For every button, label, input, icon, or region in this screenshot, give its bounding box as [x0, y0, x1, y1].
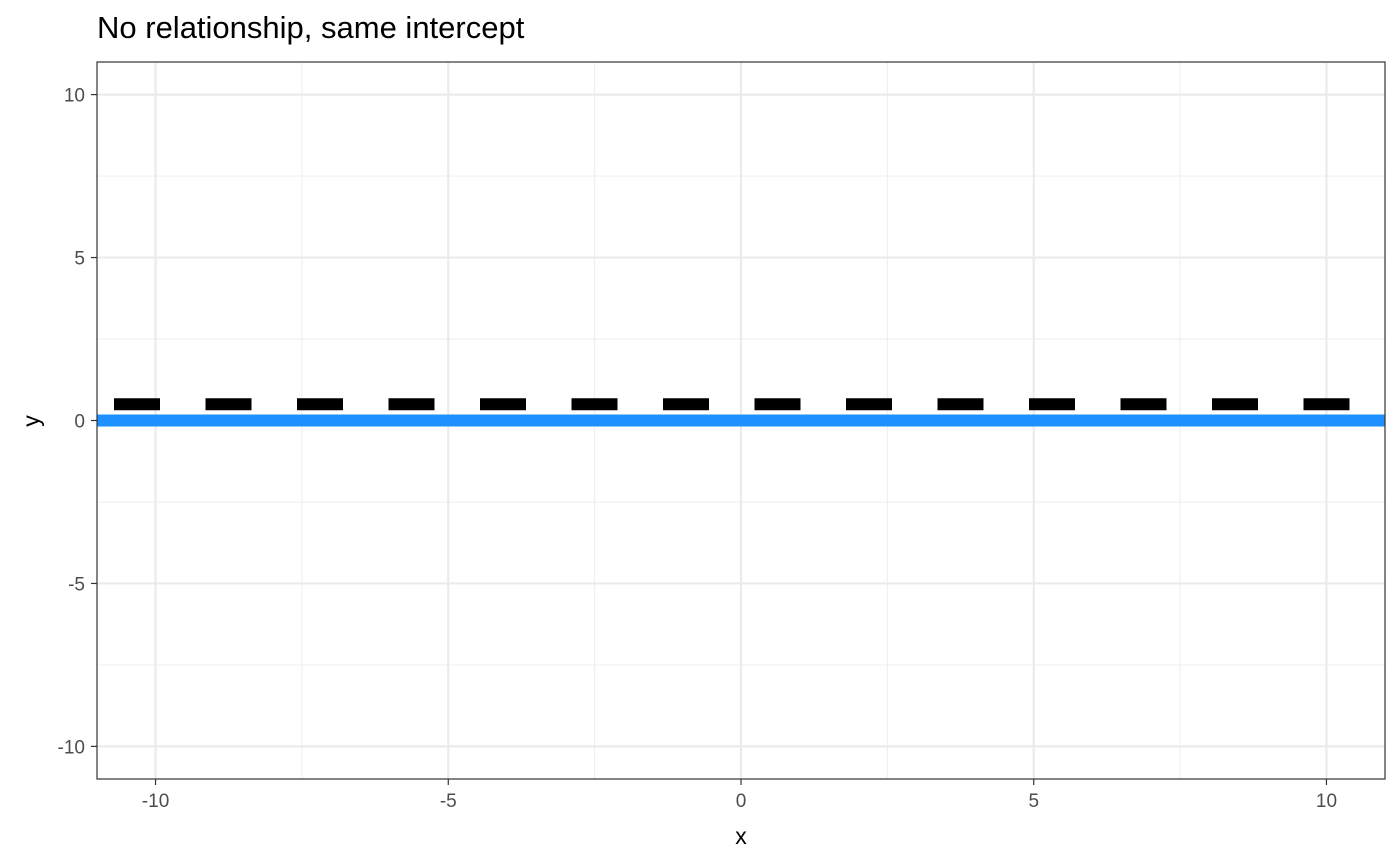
x-tick-label: 0: [736, 791, 747, 812]
y-tick-label: -10: [58, 737, 85, 758]
series-layer: [97, 398, 1385, 427]
y-tick-label: -5: [68, 574, 85, 595]
y-tick-label: 10: [64, 86, 85, 107]
y-axis-title: y: [18, 415, 44, 427]
x-tick-label: 5: [1028, 791, 1039, 812]
y-axis: -10 -5 0 5 10: [58, 86, 97, 758]
x-tick-label: 10: [1316, 791, 1337, 812]
x-axis-title: x: [735, 823, 747, 849]
x-tick-label: -10: [142, 791, 169, 812]
y-tick-label: 5: [74, 249, 85, 270]
chart-title: No relationship, same intercept: [97, 10, 525, 45]
x-tick-label: -5: [440, 791, 457, 812]
y-tick-label: 0: [74, 412, 85, 433]
x-axis: -10 -5 0 5 10: [142, 779, 1337, 812]
